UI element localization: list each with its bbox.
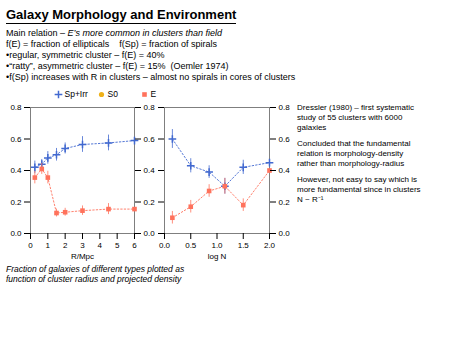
html-text:N ~ R⁻¹: N ~ R⁻¹ (297, 195, 324, 204)
html-text:Concluded that the fundamental: Concluded that the fundamental (297, 139, 411, 148)
svg-text:0.2: 0.2 (279, 198, 291, 207)
svg-text:1.0: 1.0 (211, 241, 223, 250)
html-text:Dressler (1980) – first system: Dressler (1980) – first systematic (297, 103, 414, 112)
svg-text:0.4: 0.4 (10, 166, 22, 175)
svg-text:log N: log N (208, 252, 227, 261)
svg-text:0.4: 0.4 (144, 166, 156, 175)
html-text:•regular, symmetric cluster –: •regular, symmetric cluster – f(E) = 40% (6, 50, 165, 60)
html-text:Fraction of galaxies of differ: Fraction of galaxies of different types … (6, 264, 185, 284)
svg-text:E: E (151, 89, 157, 99)
svg-text:0.6: 0.6 (144, 135, 156, 144)
svg-text:0.2: 0.2 (144, 198, 156, 207)
svg-text:3: 3 (80, 241, 85, 250)
svg-text:0.0: 0.0 (279, 229, 291, 238)
html-text:more fundamental since in clus: more fundamental since in clusters (297, 185, 421, 194)
html-text:•“ratty”, asymmetric cluster –: •“ratty”, asymmetric cluster – f(E) = 15… (6, 61, 229, 71)
svg-text:0.6: 0.6 (279, 135, 291, 144)
html-text:•f(Sp) increases with R in clu: •f(Sp) increases with R in clusters – al… (6, 72, 296, 82)
svg-text:0.8: 0.8 (279, 103, 291, 112)
html-text:study of 55 clusters with 6000: study of 55 clusters with 6000 (297, 113, 403, 122)
svg-text:0.2: 0.2 (10, 198, 22, 207)
svg-text:1: 1 (46, 241, 51, 250)
svg-text:4: 4 (98, 241, 103, 250)
svg-text:0: 0 (28, 241, 33, 250)
html-text:f(E) = fraction of ellipticals: f(E) = fraction of ellipticals f(Sp) = f… (6, 39, 218, 49)
svg-text:0.0: 0.0 (10, 229, 22, 238)
svg-text:Sp+Irr: Sp+Irr (65, 89, 89, 99)
html-text:rather than morphology-radius: rather than morphology-radius (297, 159, 405, 168)
html-text:Galaxy Morphology and Environm: Galaxy Morphology and Environment (6, 7, 237, 22)
svg-text:R/Mpc: R/Mpc (71, 252, 94, 261)
html-text:However, not easy to say which: However, not easy to say which is (297, 175, 418, 184)
svg-text:S0: S0 (108, 89, 119, 99)
svg-text:5: 5 (115, 241, 120, 250)
svg-text:0.0: 0.0 (144, 229, 156, 238)
svg-text:0.6: 0.6 (10, 135, 22, 144)
svg-text:6: 6 (132, 241, 137, 250)
svg-text:0.5: 0.5 (185, 241, 197, 250)
html-text:galaxies: galaxies (297, 123, 327, 132)
svg-text:0.8: 0.8 (144, 103, 156, 112)
svg-text:0.8: 0.8 (10, 103, 22, 112)
svg-text:1.5: 1.5 (238, 241, 250, 250)
html-text:Main relation – E’s more commo: Main relation – E’s more common in clust… (6, 28, 222, 38)
html-text:relation is morphology-density: relation is morphology-density (297, 149, 404, 158)
svg-text:0.4: 0.4 (279, 166, 291, 175)
svg-text:0.0: 0.0 (159, 241, 171, 250)
svg-text:2.0: 2.0 (264, 241, 276, 250)
svg-text:2: 2 (63, 241, 68, 250)
